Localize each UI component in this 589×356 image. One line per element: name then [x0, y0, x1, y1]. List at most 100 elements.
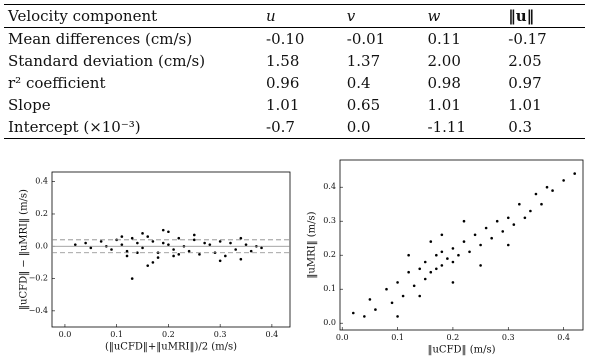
point: [244, 243, 248, 246]
point: [198, 253, 201, 256]
point: [490, 236, 493, 240]
x-tick-label: 0.3: [502, 333, 515, 342]
point: [167, 243, 170, 246]
x-tick-label: 0.2: [447, 333, 460, 342]
value-cell: 0.4: [346, 74, 371, 92]
y-tick-label: 0.4: [323, 182, 336, 191]
point: [484, 226, 488, 230]
point: [156, 256, 160, 259]
point: [368, 298, 372, 301]
point: [234, 248, 237, 251]
x-tick-label: 0.4: [557, 333, 570, 342]
point: [479, 264, 482, 267]
point: [89, 246, 93, 250]
x-tick-label: 0.0: [59, 330, 72, 339]
y-tick-label: 0.1: [323, 284, 336, 293]
y-tick-label: −0.4: [29, 306, 48, 315]
point: [363, 315, 366, 318]
value-cell: 0.65: [346, 96, 381, 114]
point: [141, 232, 144, 235]
y-tick-label: 0.0: [35, 241, 48, 250]
point: [512, 223, 516, 226]
point: [462, 240, 466, 243]
row-label: Standard deviation (cm/s): [8, 52, 206, 70]
point: [146, 235, 150, 238]
value-cell: 0.11: [427, 30, 461, 48]
header-cell: Velocity component: [8, 7, 158, 25]
point: [161, 228, 165, 232]
y-axis-label: ‖uCFD‖ − ‖uMRI‖ (m/s): [19, 189, 30, 310]
point: [534, 192, 538, 196]
point: [562, 179, 565, 182]
x-tick-label: 0.1: [391, 333, 404, 342]
point: [146, 264, 150, 267]
point: [167, 230, 170, 234]
y-axis-label: ‖uMRI‖ (m/s): [307, 211, 318, 278]
header-cell: u: [266, 7, 276, 25]
y-tick-label: 0.4: [35, 177, 48, 186]
value-cell: 0.96: [266, 74, 300, 92]
point: [203, 241, 206, 245]
x-tick-label: 0.0: [336, 333, 349, 342]
point: [177, 236, 181, 240]
point: [495, 219, 499, 223]
point: [260, 246, 263, 250]
point: [192, 238, 196, 242]
value-cell: 1.58: [266, 52, 300, 70]
point: [412, 284, 416, 288]
point: [239, 257, 243, 261]
point: [84, 241, 87, 245]
point: [120, 235, 124, 238]
y-tick-label: 0.2: [35, 209, 48, 218]
point: [545, 185, 549, 189]
point: [172, 248, 175, 251]
point: [523, 216, 527, 220]
y-tick-label: −0.2: [29, 274, 48, 283]
point: [451, 281, 455, 284]
point: [390, 301, 394, 305]
value-cell: 2.05: [508, 52, 542, 70]
header-cell: v: [346, 7, 356, 25]
table-row: Mean differences (cm/s) -0.10 -0.01 0.11 -0.…: [4, 28, 585, 51]
point: [473, 233, 477, 237]
header-cell: ‖u‖: [508, 7, 535, 25]
y-tick-label: 0.0: [323, 318, 336, 327]
point: [435, 253, 438, 257]
point: [141, 246, 144, 250]
point: [418, 267, 422, 271]
point: [457, 253, 460, 257]
point: [136, 241, 139, 245]
point: [518, 202, 521, 206]
value-cell: 1.37: [346, 52, 381, 70]
table-row: Intercept (×10⁻³) -0.7 0.0 -1.11 0.3: [4, 116, 585, 139]
value-cell: 1.01: [508, 96, 542, 114]
point: [187, 249, 191, 253]
point: [249, 249, 253, 253]
point: [423, 260, 427, 264]
point: [224, 254, 227, 258]
point: [120, 243, 124, 246]
point: [218, 240, 222, 243]
results-table: Velocity component u v w ‖u‖ Mean differ…: [4, 4, 585, 139]
point: [506, 243, 510, 247]
point: [99, 240, 103, 243]
point: [479, 243, 482, 247]
value-cell: 1.01: [427, 96, 461, 114]
value-cell: 0.0: [346, 118, 371, 136]
point: [385, 287, 388, 291]
row-label: Mean differences (cm/s): [8, 30, 193, 48]
value-cell: -0.01: [346, 30, 386, 48]
point: [462, 219, 466, 223]
point: [161, 241, 165, 245]
point: [451, 247, 455, 250]
point: [501, 230, 505, 233]
point: [407, 253, 410, 257]
value-cell: 1.01: [266, 96, 300, 114]
point: [110, 248, 113, 251]
point: [151, 240, 155, 243]
point: [73, 243, 77, 246]
point: [192, 233, 196, 237]
value-cell: 2.00: [427, 52, 461, 70]
value-cell: 0.98: [427, 74, 461, 92]
